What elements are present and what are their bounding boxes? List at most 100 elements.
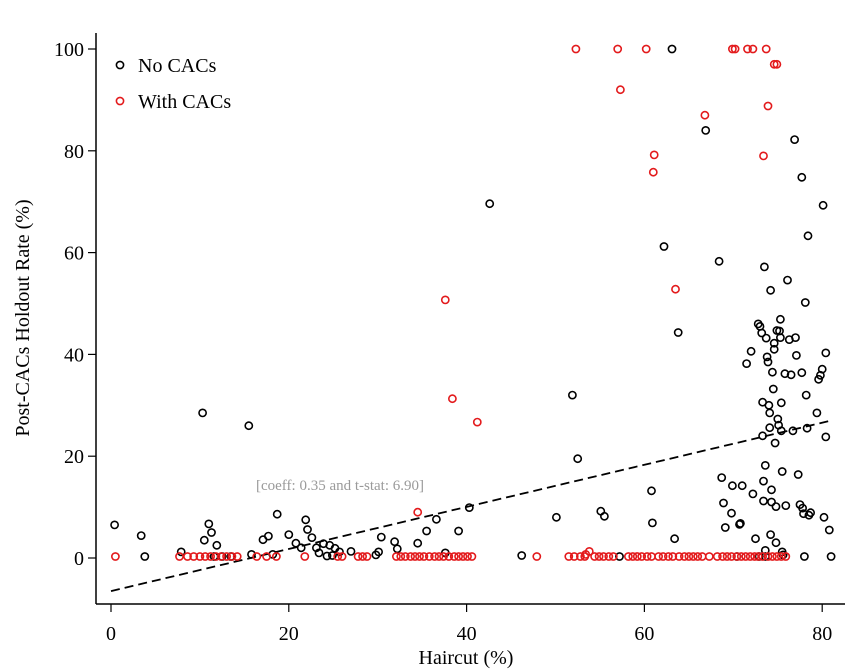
data-point bbox=[362, 552, 372, 561]
data-point bbox=[447, 394, 457, 404]
data-point bbox=[211, 552, 221, 561]
data-point bbox=[271, 552, 281, 561]
data-point bbox=[204, 519, 214, 529]
data-point bbox=[771, 502, 781, 511]
data-point bbox=[717, 473, 727, 482]
data-point bbox=[613, 44, 623, 54]
data-point bbox=[742, 359, 751, 368]
data-point bbox=[195, 552, 205, 561]
data-point bbox=[770, 438, 780, 448]
data-point bbox=[439, 552, 448, 561]
data-point bbox=[700, 110, 710, 120]
x-tick-label: 0 bbox=[106, 623, 116, 645]
data-point bbox=[415, 552, 424, 561]
data-point bbox=[198, 408, 207, 418]
data-point bbox=[390, 537, 399, 547]
data-point bbox=[769, 59, 779, 69]
data-point bbox=[788, 426, 798, 436]
data-point bbox=[741, 552, 751, 561]
fit-line-group bbox=[110, 419, 832, 592]
data-point bbox=[786, 370, 796, 380]
data-point bbox=[736, 552, 746, 561]
data-point bbox=[821, 432, 831, 442]
data-point bbox=[768, 367, 777, 377]
data-point bbox=[697, 552, 707, 561]
data-point bbox=[413, 507, 423, 517]
data-point bbox=[688, 552, 698, 561]
data-point bbox=[596, 506, 606, 516]
data-point bbox=[776, 398, 786, 408]
data-point bbox=[307, 533, 317, 542]
data-point bbox=[819, 512, 829, 522]
data-point bbox=[252, 552, 262, 561]
data-point bbox=[727, 508, 736, 518]
data-point bbox=[797, 368, 807, 378]
data-point bbox=[463, 552, 472, 561]
data-point bbox=[743, 44, 752, 54]
data-point bbox=[431, 514, 441, 524]
data-point bbox=[222, 552, 231, 561]
data-point bbox=[763, 357, 773, 367]
data-point bbox=[647, 486, 656, 496]
data-point bbox=[216, 552, 226, 561]
data-point bbox=[736, 519, 745, 528]
data-point bbox=[227, 552, 237, 561]
data-point bbox=[773, 414, 783, 424]
data-point bbox=[301, 515, 311, 525]
data-point bbox=[647, 552, 656, 561]
data-point bbox=[604, 552, 614, 561]
data-point bbox=[776, 552, 786, 561]
data-point bbox=[803, 231, 813, 241]
data-point bbox=[642, 552, 652, 561]
data-point bbox=[396, 552, 406, 561]
data-point bbox=[564, 552, 574, 561]
x-tick-label: 20 bbox=[279, 623, 299, 645]
data-point bbox=[552, 512, 561, 522]
data-point bbox=[670, 534, 679, 544]
data-point bbox=[759, 476, 768, 486]
data-point bbox=[746, 346, 756, 356]
data-point bbox=[569, 552, 579, 561]
data-point bbox=[762, 352, 772, 362]
data-point bbox=[767, 497, 776, 507]
data-point bbox=[674, 552, 684, 561]
data-point bbox=[769, 338, 779, 348]
data-point bbox=[600, 511, 609, 521]
data-point bbox=[768, 384, 778, 394]
data-point bbox=[802, 423, 812, 433]
data-point bbox=[346, 547, 356, 556]
data-point bbox=[176, 547, 186, 557]
data-point bbox=[244, 421, 254, 431]
x-tick-label: 80 bbox=[812, 623, 832, 645]
data-point bbox=[764, 400, 774, 410]
data-point bbox=[671, 284, 680, 294]
data-point bbox=[769, 344, 779, 354]
data-point bbox=[616, 85, 625, 95]
data-point bbox=[701, 125, 711, 135]
data-point bbox=[758, 431, 767, 441]
data-point bbox=[262, 552, 271, 561]
data-point bbox=[637, 552, 647, 561]
data-point bbox=[594, 552, 604, 561]
data-point bbox=[757, 328, 767, 338]
data-point bbox=[410, 552, 420, 561]
y-tick-label: 0 bbox=[74, 548, 84, 570]
data-point bbox=[792, 350, 801, 360]
data-point bbox=[189, 552, 199, 561]
data-point bbox=[776, 314, 785, 324]
data-point bbox=[303, 525, 312, 534]
data-point bbox=[766, 285, 775, 295]
data-point bbox=[821, 348, 831, 358]
data-point bbox=[628, 552, 638, 561]
data-point bbox=[748, 489, 758, 499]
data-point bbox=[413, 538, 423, 548]
data-point bbox=[648, 518, 657, 528]
data-point bbox=[200, 552, 210, 561]
fit-line bbox=[110, 419, 832, 592]
y-tick-label: 100 bbox=[54, 39, 84, 61]
data-point bbox=[776, 426, 786, 436]
data-point bbox=[781, 501, 791, 510]
data-point bbox=[376, 532, 386, 542]
data-point bbox=[333, 552, 343, 561]
